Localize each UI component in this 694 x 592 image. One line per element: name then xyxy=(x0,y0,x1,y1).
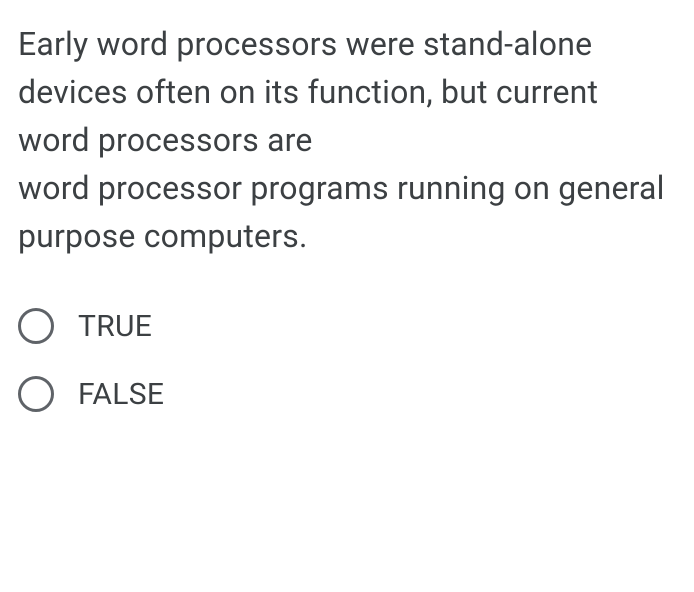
options-group: TRUE FALSE xyxy=(18,308,676,412)
question-line-3: word processor programs running on gener… xyxy=(18,169,665,255)
option-label: TRUE xyxy=(78,309,152,344)
question-text: Early word processors were stand-alone d… xyxy=(18,20,676,260)
question-line-1: Early word processors were stand-alone xyxy=(18,25,592,63)
radio-icon xyxy=(18,376,54,412)
question-line-2: devices often on its function, but curre… xyxy=(18,73,598,159)
option-label: FALSE xyxy=(78,377,164,412)
option-false[interactable]: FALSE xyxy=(18,376,676,412)
option-true[interactable]: TRUE xyxy=(18,308,676,344)
radio-icon xyxy=(18,308,54,344)
